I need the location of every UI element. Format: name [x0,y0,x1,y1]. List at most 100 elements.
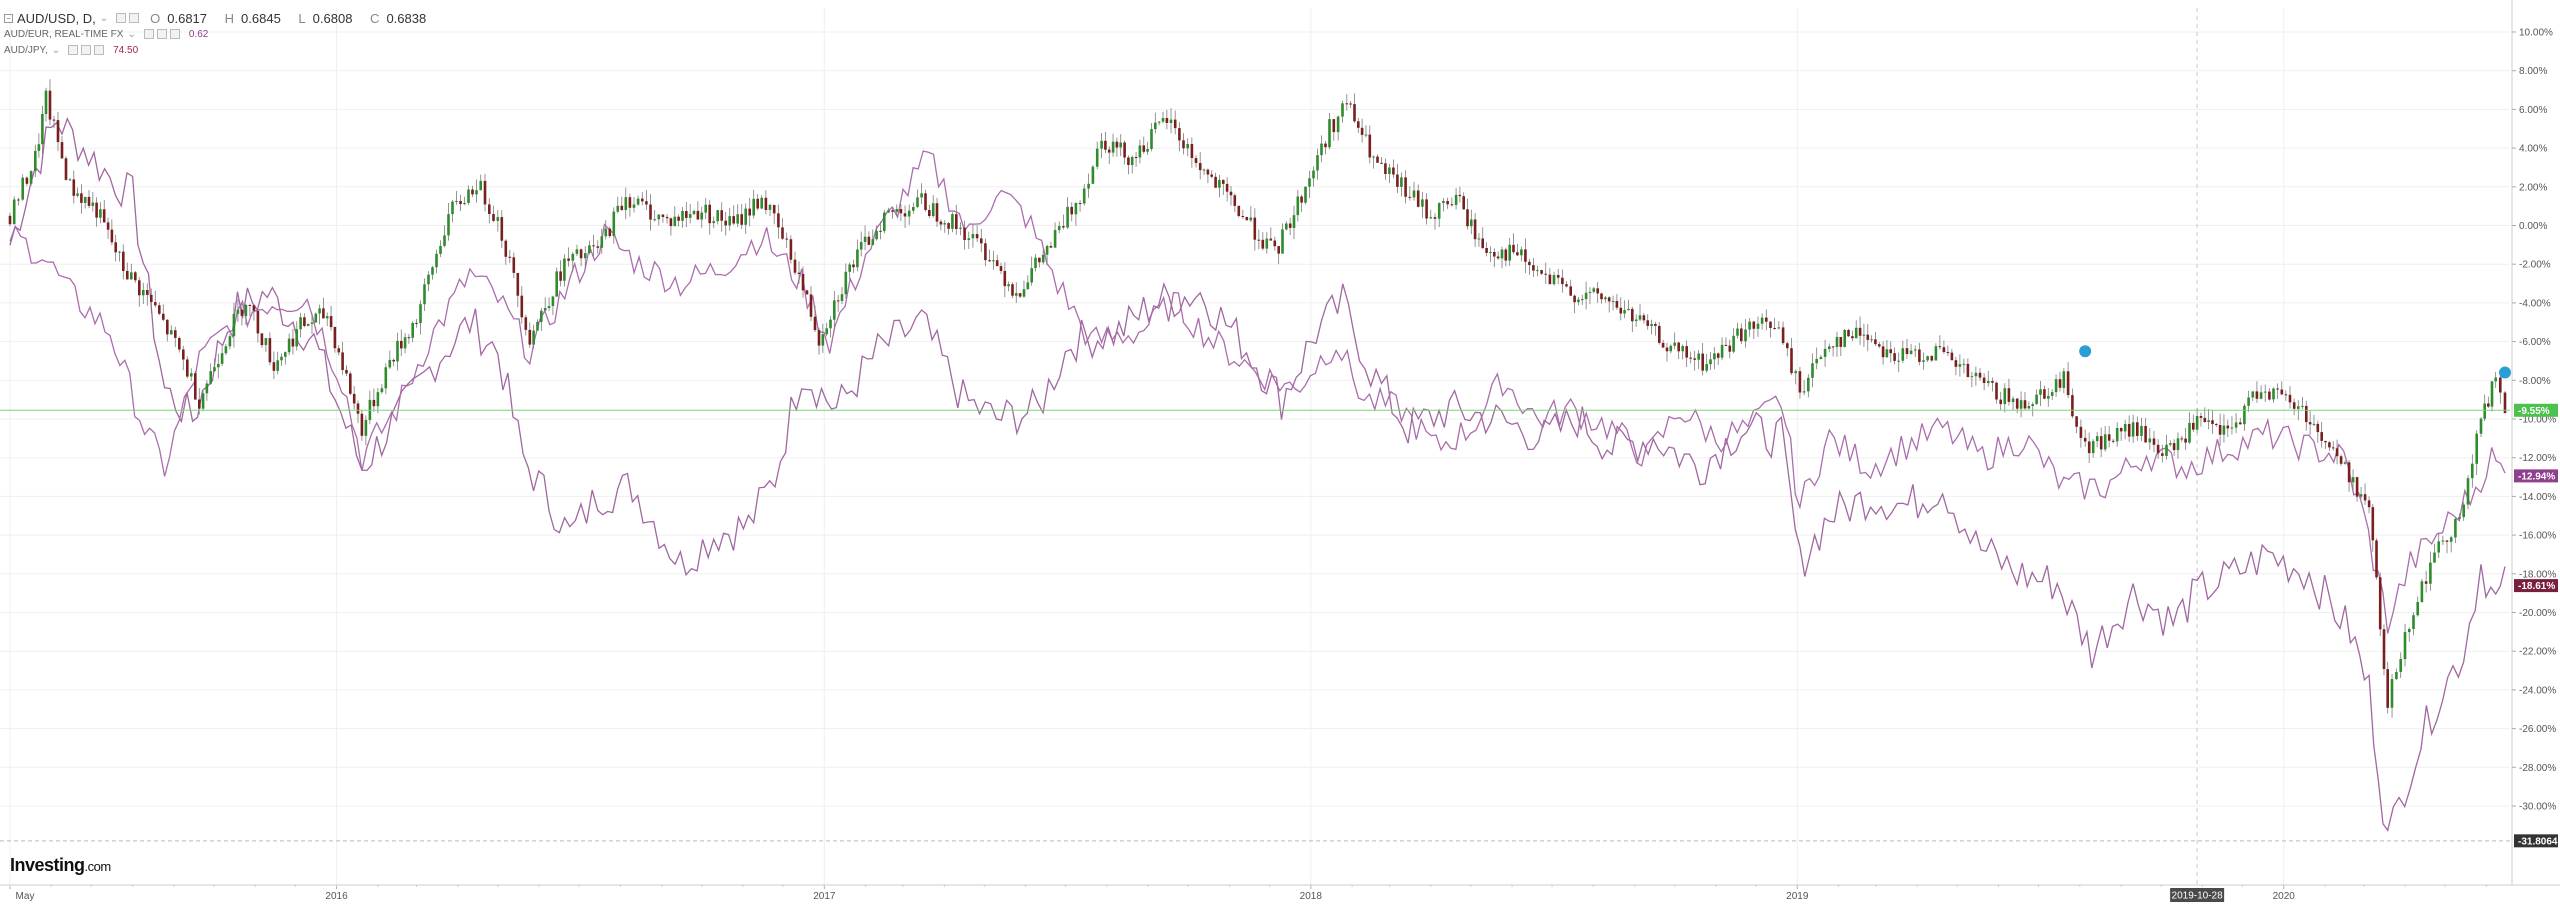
candle-body[interactable] [1372,156,1375,158]
candle-body[interactable] [1794,371,1797,374]
candle-body[interactable] [2123,424,2127,432]
candle-body[interactable] [2335,448,2339,457]
candle-body[interactable] [1485,248,1488,253]
settings-icon[interactable] [81,45,92,55]
candle-body[interactable] [118,251,121,253]
candle-body[interactable] [895,209,899,212]
candle-body[interactable] [2479,418,2483,434]
candle-body[interactable] [154,302,157,306]
candle-body[interactable] [1556,275,1560,278]
candle-body[interactable] [194,373,197,400]
candle-body[interactable] [657,214,661,220]
candle-body[interactable] [37,144,41,151]
candle-body[interactable] [2382,629,2386,669]
candle-body[interactable] [971,234,975,239]
candle-body[interactable] [563,258,566,281]
candle-body[interactable] [1673,342,1676,346]
candle-body[interactable] [1412,190,1416,198]
candle-body[interactable] [1360,127,1364,135]
candle-body[interactable] [1022,289,1026,297]
close-icon[interactable] [94,45,105,55]
candle-body[interactable] [392,359,395,362]
candle-body[interactable] [955,214,958,229]
candle-body[interactable] [760,197,763,209]
candle-body[interactable] [1760,317,1764,324]
candle-body[interactable] [551,296,555,307]
candle-body[interactable] [291,338,295,347]
candle-body[interactable] [1425,199,1428,219]
candle-body[interactable] [1353,104,1356,122]
candle-body[interactable] [1057,226,1061,231]
candle-body[interactable] [2234,422,2238,428]
candle-body[interactable] [863,236,867,242]
candle-body[interactable] [2251,391,2255,398]
candle-body[interactable] [744,208,747,225]
candle-body[interactable] [817,330,821,346]
candle-body[interactable] [1202,169,1206,171]
candle-body[interactable] [1866,334,1870,340]
candle-body[interactable] [2152,438,2156,445]
candle-body[interactable] [1045,246,1049,255]
candle-body[interactable] [252,305,256,311]
candle-body[interactable] [455,201,458,202]
candle-body[interactable] [1388,167,1391,175]
candle-body[interactable] [2176,438,2180,451]
candle-body[interactable] [376,392,380,407]
candle-body[interactable] [403,337,407,349]
candle-body[interactable] [1038,257,1041,263]
candle-body[interactable] [287,338,291,353]
candle-body[interactable] [80,193,83,203]
candle-body[interactable] [1756,323,1760,329]
candle-body[interactable] [636,198,640,205]
candle-body[interactable] [1300,196,1303,203]
candle-body[interactable] [1831,346,1835,348]
candle-body[interactable] [1138,145,1142,158]
candle-body[interactable] [2243,405,2246,425]
candle-body[interactable] [306,323,310,326]
candle-body[interactable] [1728,345,1732,352]
candle-body[interactable] [2039,389,2042,395]
candle-body[interactable] [1897,360,1900,362]
candle-body[interactable] [459,201,462,205]
candle-body[interactable] [1026,282,1030,290]
candle-body[interactable] [467,189,470,203]
candle-body[interactable] [1611,301,1615,302]
candle-body[interactable] [2437,541,2440,553]
candle-body[interactable] [1349,103,1352,105]
candle-body[interactable] [205,383,209,394]
candle-body[interactable] [1312,170,1315,179]
candle-body[interactable] [575,249,579,254]
candle-body[interactable] [1368,134,1372,158]
candle-body[interactable] [1261,239,1265,249]
candle-body[interactable] [1206,169,1210,175]
candle-body[interactable] [685,211,688,218]
candle-body[interactable] [162,313,165,320]
candle-body[interactable] [848,264,851,272]
candle-body[interactable] [1123,142,1126,158]
candle-body[interactable] [1241,216,1245,217]
candle-body[interactable] [1437,203,1441,219]
candle-body[interactable] [248,305,252,306]
series-line-aud-jpy[interactable] [9,116,2506,832]
candle-body[interactable] [2140,426,2143,436]
eye-icon[interactable] [143,29,154,39]
candle-body[interactable] [1858,327,1862,336]
candle-body[interactable] [488,204,491,214]
candle-body[interactable] [224,346,228,354]
candle-body[interactable] [1765,317,1768,322]
candle-body[interactable] [1974,372,1978,377]
candle-body[interactable] [2328,442,2331,448]
candle-body[interactable] [102,209,106,223]
candle-body[interactable] [1496,256,1500,259]
candle-body[interactable] [781,227,784,239]
candle-body[interactable] [2083,437,2087,442]
candle-body[interactable] [1111,141,1115,153]
candle-body[interactable] [1364,134,1368,136]
candle-body[interactable] [388,359,392,368]
candle-body[interactable] [579,249,583,259]
candle-body[interactable] [1357,121,1360,128]
candle-body[interactable] [1049,246,1053,248]
candle-body[interactable] [1584,292,1588,300]
candle-body[interactable] [887,210,890,213]
candle-body[interactable] [1544,273,1547,275]
